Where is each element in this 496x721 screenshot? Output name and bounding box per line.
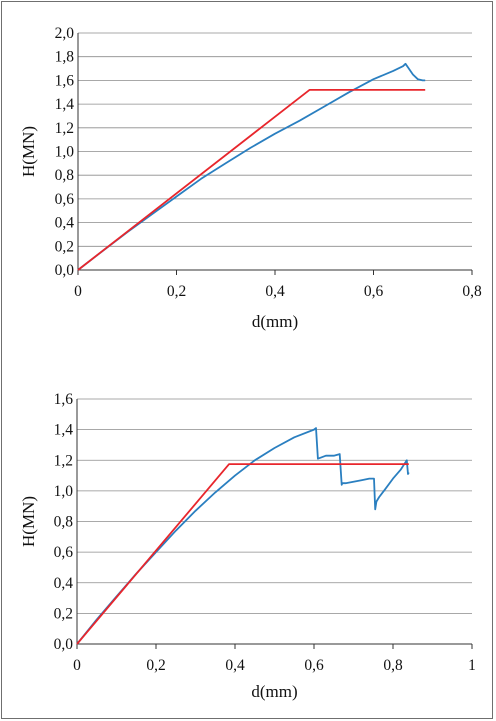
y-tick-label: 0,2 — [54, 605, 73, 622]
y-tick-label: 0,6 — [54, 544, 74, 561]
x-tick-label: 0,4 — [225, 657, 245, 674]
series-line-measured — [76, 427, 410, 645]
y-tick-label: 1,0 — [55, 144, 75, 161]
x-tick-label: 0,2 — [167, 283, 186, 300]
y-tick-label: 0,8 — [55, 167, 75, 184]
series-line-measured — [77, 62, 426, 271]
y-tick-label: 1,4 — [55, 96, 75, 113]
y-tick-label: 0,4 — [55, 215, 75, 232]
y-tick-label: 1,2 — [55, 120, 74, 137]
x-tick-label: 0,8 — [462, 283, 482, 300]
x-tick-label: 0,6 — [304, 657, 324, 674]
chart-bottom: 0,0 0,2 0,4 0,6 0,8 1,0 1,2 1,4 1,6 0 0,2 0,4 0,6 0,8… — [19, 391, 476, 701]
y-axis-title: H(MN) — [19, 126, 38, 177]
x-axis-title: d(mm) — [251, 682, 297, 701]
y-tick-label: 1,0 — [54, 483, 74, 500]
x-tick-label: 0,6 — [364, 283, 384, 300]
y-tick-label: 1,8 — [55, 49, 75, 66]
y-tick-label: 0,0 — [54, 636, 74, 653]
x-tick-label: 0 — [73, 657, 81, 674]
series-line-bilinear — [76, 463, 409, 645]
x-tick-label: 0,4 — [265, 283, 285, 300]
x-tick-label: 0,2 — [146, 657, 165, 674]
x-tick-label: 1 — [468, 657, 476, 674]
y-tick-label: 0,0 — [55, 262, 75, 279]
series-line-bilinear — [77, 89, 426, 271]
y-tick-label: 0,2 — [55, 238, 74, 255]
x-tick-label: 0,8 — [383, 657, 403, 674]
x-tick-label: 0 — [74, 283, 82, 300]
y-tick-label: 2,0 — [55, 25, 75, 42]
chart-top: 0,0 0,2 0,4 0,6 0,8 1,0 1,2 1,4 1,6 1,8 2,0 0 0,2 0,4… — [19, 25, 482, 331]
y-tick-label: 1,2 — [54, 452, 73, 469]
y-tick-label: 1,6 — [55, 72, 75, 89]
y-tick-label: 0,4 — [54, 575, 74, 592]
y-tick-label: 0,8 — [54, 514, 74, 531]
x-axis-title: d(mm) — [252, 312, 298, 331]
y-tick-label: 0,6 — [55, 191, 75, 208]
y-tick-label: 1,6 — [54, 391, 74, 408]
y-axis-title: H(MN) — [19, 496, 38, 547]
y-tick-label: 1,4 — [54, 422, 74, 439]
